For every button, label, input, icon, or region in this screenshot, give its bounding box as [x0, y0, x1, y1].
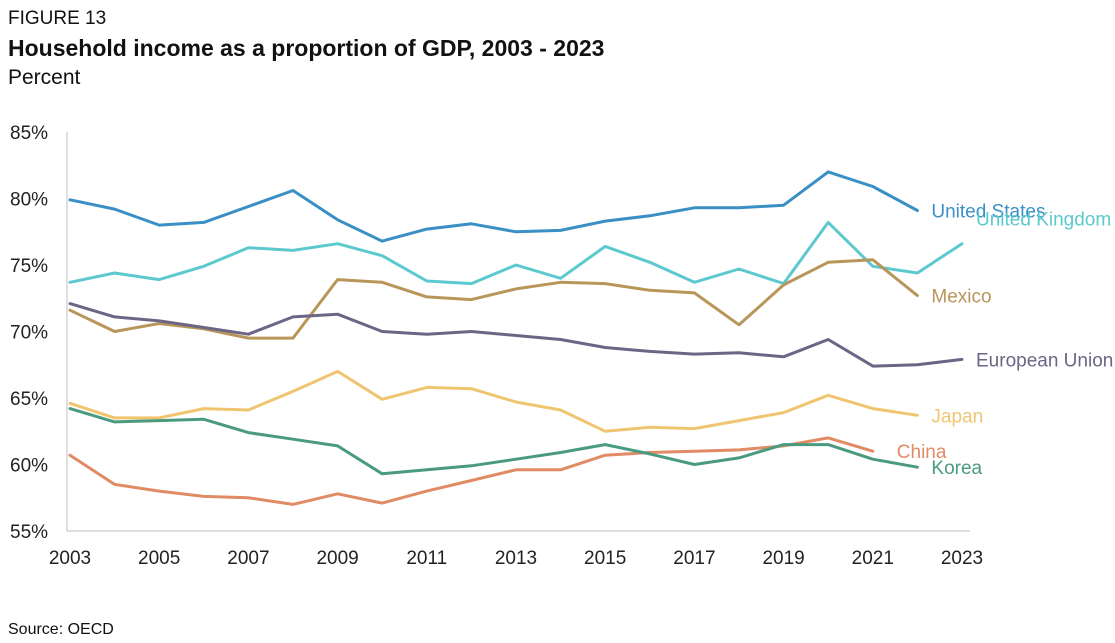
series-line-united-kingdom — [68, 220, 964, 286]
x-tick-label: 2015 — [584, 548, 626, 569]
series-line-korea — [68, 407, 919, 476]
y-tick-label: 65% — [10, 389, 48, 410]
series-line-united-states — [68, 170, 919, 243]
chart-title: Household income as a proportion of GDP,… — [8, 35, 605, 61]
y-tick-label: 60% — [10, 456, 48, 477]
x-tick-label: 2013 — [495, 548, 537, 569]
series-label-european-union: European Union — [976, 350, 1113, 371]
y-axis: 55% 60% 65% 70% 75% 80% 85% — [10, 123, 68, 543]
y-tick-label: 80% — [10, 190, 48, 211]
x-tick-label: 2019 — [762, 548, 804, 569]
x-axis: 2003 2005 2007 2009 2011 2013 2015 2017 2019 2021… — [49, 530, 983, 569]
series-line-mexico — [68, 258, 919, 340]
series-label-china: China — [897, 442, 947, 463]
series-label-japan: Japan — [931, 406, 983, 427]
y-tick-label: 70% — [10, 323, 48, 344]
x-tick-label: 2021 — [852, 548, 894, 569]
series-label-united-states: United States — [931, 201, 1045, 222]
x-tick-label: 2023 — [941, 548, 983, 569]
x-tick-label: 2011 — [406, 548, 447, 569]
series-label-united-kingdom: United Kingdom — [976, 210, 1111, 231]
y-tick-label: 85% — [10, 123, 48, 144]
y-tick-label: 55% — [10, 522, 48, 543]
figure-label: FIGURE 13 — [8, 8, 107, 29]
x-tick-label: 2007 — [227, 548, 269, 569]
source-note: Source: OECD — [8, 621, 114, 638]
x-tick-label: 2005 — [138, 548, 180, 569]
series-line-china — [68, 436, 875, 506]
series-lines — [68, 170, 964, 506]
x-tick-label: 2003 — [49, 548, 91, 569]
x-tick-label: 2017 — [673, 548, 715, 569]
chart-subtitle: Percent — [8, 66, 81, 89]
x-tick-label: 2009 — [316, 548, 358, 569]
series-line-european-union — [68, 302, 964, 368]
series-line-japan — [68, 369, 919, 433]
y-tick-label: 75% — [10, 256, 48, 277]
series-label-mexico: Mexico — [931, 287, 991, 308]
series-label-korea: Korea — [931, 458, 982, 479]
